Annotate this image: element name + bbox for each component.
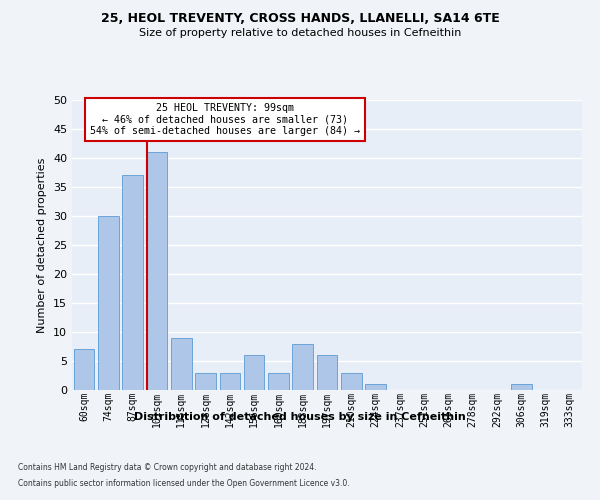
Text: Contains public sector information licensed under the Open Government Licence v3: Contains public sector information licen… xyxy=(18,478,350,488)
Bar xyxy=(220,372,240,390)
Bar xyxy=(268,372,289,390)
Bar xyxy=(244,355,265,390)
Bar xyxy=(122,176,143,390)
Text: 25 HEOL TREVENTY: 99sqm
← 46% of detached houses are smaller (73)
54% of semi-de: 25 HEOL TREVENTY: 99sqm ← 46% of detache… xyxy=(90,103,360,136)
Bar xyxy=(341,372,362,390)
Bar xyxy=(292,344,313,390)
Text: Distribution of detached houses by size in Cefneithin: Distribution of detached houses by size … xyxy=(134,412,466,422)
Bar xyxy=(98,216,119,390)
Bar xyxy=(171,338,191,390)
Bar xyxy=(511,384,532,390)
Bar xyxy=(146,152,167,390)
Text: 25, HEOL TREVENTY, CROSS HANDS, LLANELLI, SA14 6TE: 25, HEOL TREVENTY, CROSS HANDS, LLANELLI… xyxy=(101,12,499,26)
Bar xyxy=(74,350,94,390)
Bar xyxy=(365,384,386,390)
Text: Contains HM Land Registry data © Crown copyright and database right 2024.: Contains HM Land Registry data © Crown c… xyxy=(18,464,317,472)
Y-axis label: Number of detached properties: Number of detached properties xyxy=(37,158,47,332)
Bar xyxy=(195,372,216,390)
Bar xyxy=(317,355,337,390)
Text: Size of property relative to detached houses in Cefneithin: Size of property relative to detached ho… xyxy=(139,28,461,38)
